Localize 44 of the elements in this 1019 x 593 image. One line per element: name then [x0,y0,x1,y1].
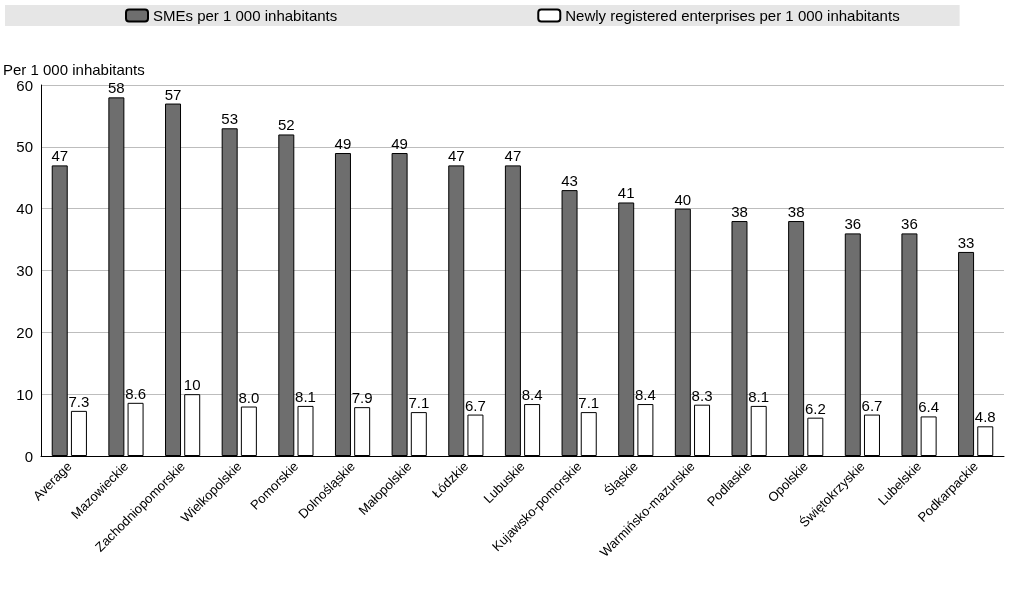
data-label: 47 [51,147,69,165]
data-label: 6.4 [918,398,940,416]
data-label: 6.2 [804,399,826,417]
data-label: 7.9 [351,389,373,407]
data-label: 7.1 [408,394,430,412]
data-label: 58 [108,79,125,97]
y-axis-title: Per 1 000 inhabitants [3,61,145,78]
legend-label: SMEs per 1 000 inhabitants [153,7,338,24]
data-label: 43 [561,172,578,190]
data-label: 57 [164,85,182,103]
y-tick-label: 30 [16,262,33,279]
y-tick-label: 10 [16,385,33,403]
data-label: 36 [844,215,862,233]
data-label: 8.1 [748,387,770,405]
data-label: 6.7 [465,396,486,414]
data-label: 7.3 [68,392,90,410]
data-label: 10 [183,376,201,394]
data-label: 7.1 [578,394,600,412]
data-label: 36 [901,215,918,233]
legend-label: Newly registered enterprises per 1 000 inhabitants [565,7,900,24]
data-label: 47 [504,147,522,165]
data-label: 47 [447,147,465,165]
y-tick-label: 50 [16,138,33,156]
data-label: 8.4 [634,386,656,404]
data-label: 38 [787,203,805,221]
data-label: 41 [617,184,635,202]
data-label: 8.1 [295,387,316,405]
data-label: 8.4 [521,386,543,404]
data-label: 33 [957,233,975,251]
y-tick-label: 20 [16,323,33,341]
data-label: 38 [731,203,748,221]
data-label: 49 [334,135,352,153]
data-label: 8.0 [238,388,260,406]
y-tick-label: 60 [16,76,33,94]
data-label: 49 [391,135,408,153]
data-label: 8.3 [691,386,713,404]
data-label: 40 [674,190,692,208]
data-label: 6.7 [861,396,883,414]
data-label: 53 [221,110,239,128]
data-label: 8.6 [125,384,146,402]
y-tick-label: 40 [16,200,33,218]
data-label: 4.8 [974,408,996,426]
y-tick-label: 0 [24,447,33,465]
data-label: 52 [277,116,295,134]
